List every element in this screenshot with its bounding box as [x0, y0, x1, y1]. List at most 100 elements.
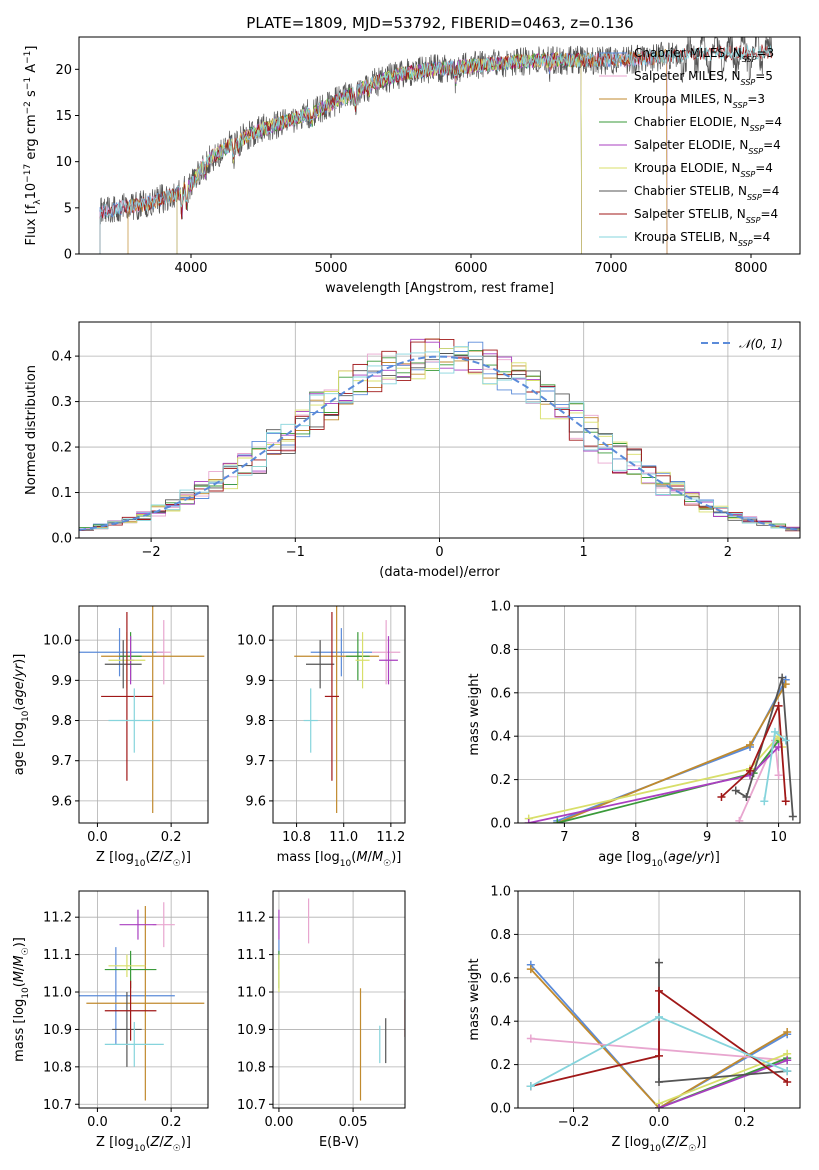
weight-marker: [788, 812, 797, 821]
weight-marker: [526, 1034, 535, 1043]
errorbar-point: [156, 620, 172, 685]
errorbar-point: [112, 992, 142, 1067]
x-tick-label: 0.2: [161, 830, 182, 845]
weight-vs-age-xlabel: age [log10(age/yr)]: [598, 850, 720, 869]
weight-line-chabrier-miles: [556, 679, 787, 822]
weight-vs-Z-panel: −0.2 0.0 0.2 0.0 0.2 0.4 0.6 0.8 1.0 Z [log10(Z/Z…: [467, 885, 801, 1154]
errorbar-point: [310, 628, 372, 677]
y-tick-label: 9.7: [245, 754, 266, 769]
mass-vs-Z-marks: [79, 902, 205, 1101]
errorbar-point: [119, 909, 157, 940]
y-tick-label: 0.0: [490, 817, 511, 832]
y-tick-label: 0.8: [490, 928, 511, 943]
weight-marker: [524, 819, 533, 823]
y-tick-label: 10: [55, 155, 72, 170]
residuals-panel: −2 −1 0 1 2 0.0 0.1 0.2 0.3 0.4 (data-model)/error…: [24, 321, 801, 580]
age-vs-Z-ylabel: age [log10(age/yr)]: [12, 654, 31, 776]
x-tick-label: 0.2: [161, 1115, 182, 1130]
weight-marker: [655, 986, 663, 995]
spectrum-panel: 4000 5000 6000 7000 8000 0 5 10 15 20 wavelength […: [23, 36, 801, 296]
residuals-ylabel: Normed distribution: [24, 365, 39, 495]
y-tick-label: 1.0: [490, 600, 511, 615]
weight-line-kroupa-elodie: [658, 1052, 788, 1105]
x-tick-label: 0.0: [87, 830, 108, 845]
weight-line-kroupa-miles: [556, 683, 787, 823]
y-tick-label: 0.0: [51, 532, 72, 547]
y-tick-label: 1.0: [490, 885, 511, 900]
weight-vs-Z-frame: [517, 890, 801, 1109]
spectrum-marks: [99, 37, 773, 254]
x-tick-label: 10: [770, 830, 787, 845]
weight-line-salpeter-stelib: [530, 989, 788, 1088]
weight-marker: [655, 1051, 663, 1060]
weight-marker: [526, 965, 535, 974]
errorbar-point: [104, 640, 142, 689]
errorbar-point: [79, 947, 175, 1045]
errorbar-point: [379, 636, 398, 685]
age-vs-mass-marks: [294, 606, 401, 813]
y-tick-label: 15: [55, 109, 72, 124]
y-tick-label: 9.6: [245, 794, 266, 809]
mass-vs-Z-xlabel: Z [log10(Z/Z☉)]: [96, 1135, 191, 1154]
weight-marker: [781, 797, 790, 806]
age-vs-mass-panel: 10.8 11.0 11.2 9.6 9.7 9.8 9.9 10.0 mass [log10(…: [237, 605, 406, 869]
weight-marker: [774, 701, 783, 710]
x-tick-label: −0.2: [558, 1115, 590, 1130]
y-tick-label: 0.2: [490, 773, 511, 788]
x-tick-label: 8: [632, 830, 640, 845]
weight-marker: [778, 673, 787, 682]
legend-entry: Salpeter MILES, NSSP=5: [634, 69, 773, 87]
weight-marker: [655, 1104, 663, 1108]
x-tick-label: 0.2: [734, 1115, 755, 1130]
mass-vs-EBV-marks: [278, 898, 405, 1101]
legend-entry: Chabrier ELODIE, NSSP=4: [634, 115, 782, 133]
weight-vs-Z-xlabel: Z [log10(Z/Z☉)]: [612, 1135, 707, 1154]
mass-vs-EBV-panel: 0.00 0.05 10.7 10.8 10.9 11.0 11.1 11.2 E(B-V): [237, 890, 406, 1150]
age-vs-Z-frame: [78, 605, 209, 824]
weight-marker: [746, 766, 755, 775]
weight-line-salpeter-elodie: [658, 1059, 788, 1108]
gaussian-curve: [79, 355, 800, 531]
weight-marker: [742, 792, 751, 801]
mass-vs-EBV-xlabel: E(B-V): [319, 1135, 359, 1150]
y-tick-label: 10.9: [237, 1023, 266, 1038]
weight-marker: [783, 1077, 792, 1086]
y-tick-label: 10.7: [43, 1098, 72, 1113]
weight-vs-age-ylabel: mass weight: [467, 673, 482, 755]
spectrum-line-kroupa-stelib: [99, 45, 773, 254]
legend-entry: Salpeter ELODIE, NSSP=4: [634, 138, 781, 156]
weight-marker: [783, 1056, 792, 1065]
y-tick-label: 10.7: [237, 1098, 266, 1113]
weight-line-chabrier-elodie: [557, 739, 780, 823]
y-tick-label: 0.6: [490, 971, 511, 986]
weight-vs-age-marks: [524, 673, 797, 823]
weight-line-salpeter-stelib: [720, 705, 787, 802]
y-tick-label: 0.6: [490, 686, 511, 701]
y-tick-label: 0.1: [51, 486, 72, 501]
mass-vs-Z-panel: 0.0 0.2 10.7 10.8 10.9 11.0 11.1 11.2 Z [log10(Z…: [12, 890, 209, 1154]
x-tick-label: 0.00: [264, 1115, 293, 1130]
errorbar-point: [303, 688, 318, 753]
x-tick-label: 8000: [734, 261, 767, 276]
age-vs-mass-xlabel: mass [log10(M/M☉)]: [277, 850, 402, 869]
y-tick-label: 10.8: [237, 1060, 266, 1075]
errorbar-point: [104, 1021, 164, 1067]
x-tick-label: 11.2: [376, 830, 405, 845]
x-tick-label: 10.8: [282, 830, 311, 845]
y-tick-label: 0.2: [51, 441, 72, 456]
weight-vs-Z-marks: [526, 958, 792, 1108]
spectrum-frame: [78, 36, 801, 255]
x-tick-label: 11.0: [329, 830, 358, 845]
x-tick-label: 9: [703, 830, 711, 845]
y-tick-label: 0.2: [490, 1058, 511, 1073]
errorbar-point: [79, 628, 164, 677]
y-tick-label: 10.0: [43, 634, 72, 649]
weight-line-chabrier-miles: [530, 964, 788, 1108]
errorbar-point: [104, 980, 157, 1041]
y-tick-label: 10.0: [237, 634, 266, 649]
y-tick-label: 0.4: [490, 730, 511, 745]
age-vs-mass-frame: [272, 605, 406, 824]
weight-marker: [655, 958, 663, 967]
spectrum-line-salpeter-stelib: [99, 44, 773, 254]
